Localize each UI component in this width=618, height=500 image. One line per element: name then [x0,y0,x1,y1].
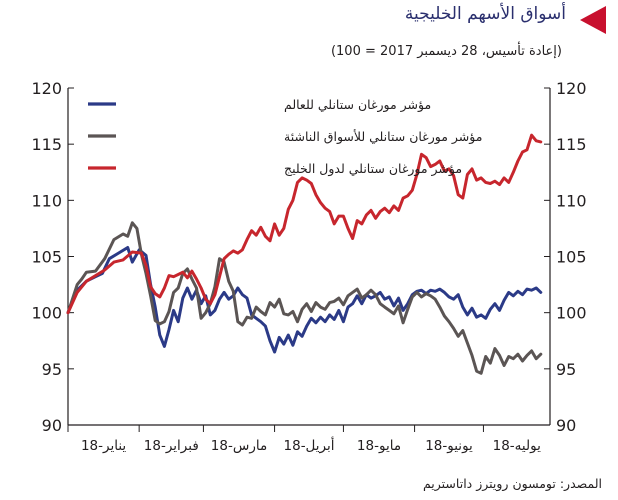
chart-title: أسواق الأسهم الخليجية [404,4,566,24]
y-tick-label-left: 110 [31,191,62,210]
y-tick-label-right: 105 [556,248,587,267]
y-tick-label-right: 120 [556,79,587,98]
source-note: المصدر: تومسون رويترز داتاستريم [422,476,602,491]
y-tick-label-right: 110 [556,191,587,210]
y-tick-label-left: 100 [31,304,62,323]
y-tick-label-left: 90 [42,416,62,435]
series-line [66,246,543,354]
title-marker [580,6,606,34]
x-tick-label: يونيو-18 [425,438,473,454]
y-tick-label-right: 115 [556,135,587,154]
y-tick-label-left: 120 [31,79,62,98]
x-tick-label: يناير-18 [81,438,126,454]
series-lines [66,133,543,375]
x-tick-label: يوليه-18 [493,438,541,454]
legend-label: مؤشر مورغان ستانلي للأسواق الناشئة [284,129,482,145]
chart-subtitle: (إعادة تأسيس، 28 ديسمبر 2017 = 100) [330,44,562,59]
x-tick-label: أبريل-18 [284,436,335,454]
y-tick-label-left: 95 [42,360,62,379]
x-tick-label: مايو-18 [357,438,401,454]
axis-ticks: 90 90 95 95 100 100 105 105 110 110 115 115 120 120 ين… [31,79,586,454]
y-tick-label-left: 115 [31,135,62,154]
legend-label: مؤشر مورغان ستانلي للعالم [284,97,431,113]
x-tick-label: مارس-18 [211,438,267,454]
x-tick-label: فبراير-18 [144,438,199,454]
y-tick-label-right: 90 [556,416,576,435]
y-tick-label-right: 100 [556,304,587,323]
legend: مؤشر مورغان ستانلي للعالم مؤشر مورغان ستا… [88,97,482,177]
y-tick-label-right: 95 [556,360,576,379]
y-tick-label-left: 105 [31,248,62,267]
series-line [66,221,543,375]
line-chart: 90 90 95 95 100 100 105 105 110 110 115 115 120 120 ين… [31,79,586,454]
legend-label: مؤشر مورغان ستانلي لدول الخليج [284,161,462,177]
series-line [66,133,543,315]
